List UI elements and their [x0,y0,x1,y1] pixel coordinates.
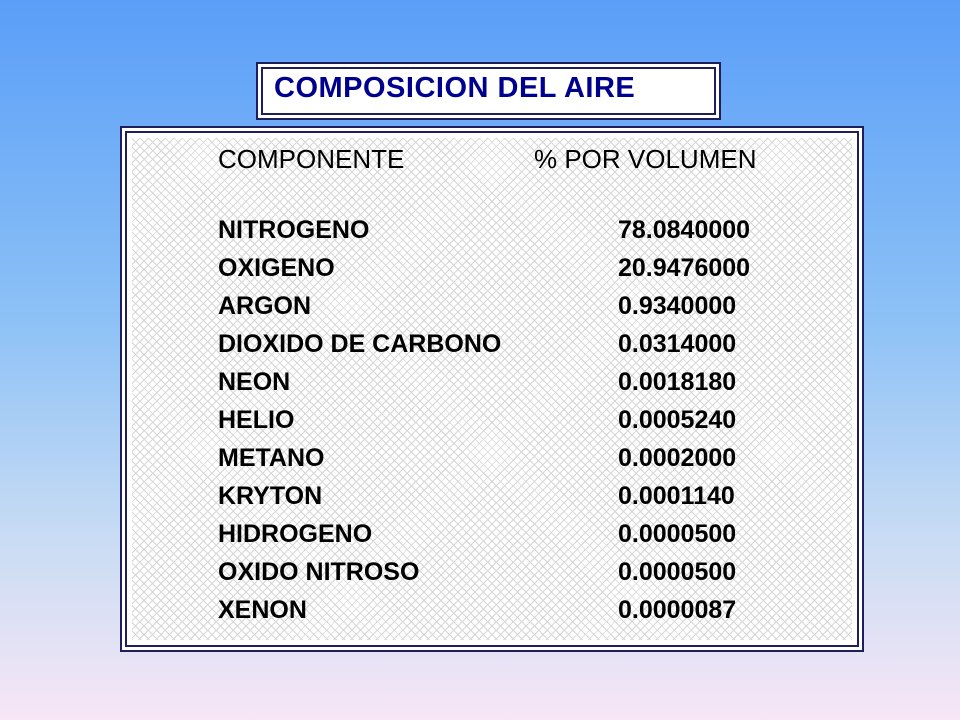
component-name: NEON [218,368,291,396]
table-row: ARGON 0.9340000 [122,292,862,330]
component-value: 0.0000500 [618,558,737,586]
title-box: COMPOSICION DEL AIRE [256,62,721,120]
component-name: NITROGENO [218,216,370,244]
table-row: NEON 0.0018180 [122,368,862,406]
table-row: KRYTON 0.0001140 [122,482,862,520]
component-value: 0.0314000 [618,330,737,358]
header-component: COMPONENTE [218,144,405,174]
component-name: ARGON [218,292,312,320]
component-name: HELIO [218,406,295,434]
table-row: DIOXIDO DE CARBONO 0.0314000 [122,330,862,368]
table-background-pattern [132,138,852,640]
table-row: METANO 0.0002000 [122,444,862,482]
table-row: OXIDO NITROSO 0.0000500 [122,558,862,596]
component-name: OXIGENO [218,254,335,282]
component-value: 0.0002000 [618,444,737,472]
table-row: HIDROGENO 0.0000500 [122,520,862,558]
component-value: 0.9340000 [618,292,737,320]
component-name: DIOXIDO DE CARBONO [218,330,502,358]
header-percent: % POR VOLUMEN [534,144,757,174]
component-name: HIDROGENO [218,520,373,548]
table-rows: NITROGENO 78.0840000 OXIGENO 20.9476000 AR… [122,216,862,634]
page-title: COMPOSICION DEL AIRE [274,72,636,104]
component-value: 0.0000087 [618,596,737,624]
component-value: 0.0018180 [618,368,737,396]
table-row: XENON 0.0000087 [122,596,862,634]
component-value: 0.0005240 [618,406,737,434]
component-name: METANO [218,444,325,472]
table-row: NITROGENO 78.0840000 [122,216,862,254]
table-row: OXIGENO 20.9476000 [122,254,862,292]
component-name: XENON [218,596,307,624]
component-value: 0.0001140 [618,482,735,510]
table-row: HELIO 0.0005240 [122,406,862,444]
component-value: 78.0840000 [618,216,751,244]
component-name: KRYTON [218,482,323,510]
component-value: 0.0000500 [618,520,737,548]
component-name: OXIDO NITROSO [218,558,420,586]
component-value: 20.9476000 [618,254,751,282]
composition-table: COMPONENTE % POR VOLUMEN NITROGENO 78.084… [120,126,864,652]
